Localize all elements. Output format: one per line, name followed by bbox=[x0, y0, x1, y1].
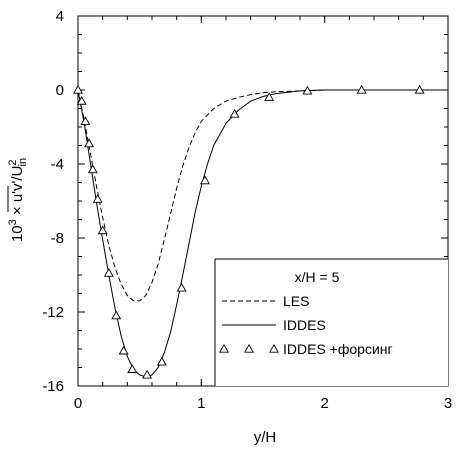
data-point-triangle bbox=[111, 310, 122, 320]
data-point-triangle bbox=[87, 164, 98, 174]
x-tick-label: 0 bbox=[74, 395, 82, 412]
data-point-triangle bbox=[264, 92, 275, 102]
y-ticks: -16 -12 -8 -4 0 4 bbox=[42, 8, 448, 395]
legend-label-iddes: IDDES bbox=[283, 317, 326, 333]
data-point-triangle bbox=[356, 84, 367, 94]
x-tick-label: 1 bbox=[197, 395, 205, 412]
legend-box bbox=[215, 259, 448, 386]
data-point-triangle bbox=[97, 225, 108, 235]
data-point-triangle bbox=[73, 84, 83, 94]
legend-label-les: LES bbox=[283, 293, 309, 309]
data-point-triangle bbox=[302, 85, 313, 95]
x-axis-title: y/H bbox=[254, 429, 277, 446]
legend-label-forcing: IDDES +форсинг bbox=[283, 341, 393, 357]
data-point-triangle bbox=[414, 84, 425, 94]
y-tick-label: 0 bbox=[56, 82, 64, 99]
data-point-triangle bbox=[127, 364, 138, 373]
y-axis-title: 103 × u'v'/U2in bbox=[7, 158, 29, 242]
legend-triangle bbox=[269, 343, 279, 353]
series-group bbox=[73, 84, 448, 379]
svg-text:103 × u'v'/U2in: 103 × u'v'/U2in bbox=[7, 158, 29, 242]
data-point-triangle bbox=[80, 116, 91, 126]
y-tick-label: -16 bbox=[42, 378, 64, 395]
series-les-line bbox=[77, 89, 448, 302]
data-point-triangle bbox=[142, 369, 153, 379]
y-tick-label: -8 bbox=[51, 230, 64, 247]
y-tick-label: 4 bbox=[56, 8, 64, 25]
data-point-triangle bbox=[156, 356, 167, 366]
x-tick-label: 3 bbox=[444, 395, 452, 412]
legend-triangle bbox=[244, 343, 254, 353]
data-point-triangle bbox=[176, 282, 187, 292]
x-tick-label: 2 bbox=[320, 395, 328, 412]
legend: x/H = 5 LES IDDES IDDES +форсинг bbox=[214, 258, 448, 386]
series-iddes-line bbox=[77, 89, 448, 378]
legend-triangle bbox=[219, 343, 229, 353]
legend-title: x/H = 5 bbox=[295, 269, 340, 285]
data-point-triangle bbox=[92, 194, 103, 203]
y-tick-label: -12 bbox=[42, 304, 64, 321]
y-tick-label: -4 bbox=[51, 156, 64, 173]
data-point-triangle bbox=[200, 175, 211, 185]
data-point-triangle bbox=[76, 95, 87, 105]
data-point-triangle bbox=[229, 108, 240, 118]
series-iddes-forcing-markers bbox=[73, 84, 425, 379]
data-point-triangle bbox=[118, 345, 129, 355]
data-point-triangle bbox=[84, 138, 95, 148]
data-point-triangle bbox=[103, 268, 114, 277]
legend-sample-forcing bbox=[219, 343, 279, 353]
